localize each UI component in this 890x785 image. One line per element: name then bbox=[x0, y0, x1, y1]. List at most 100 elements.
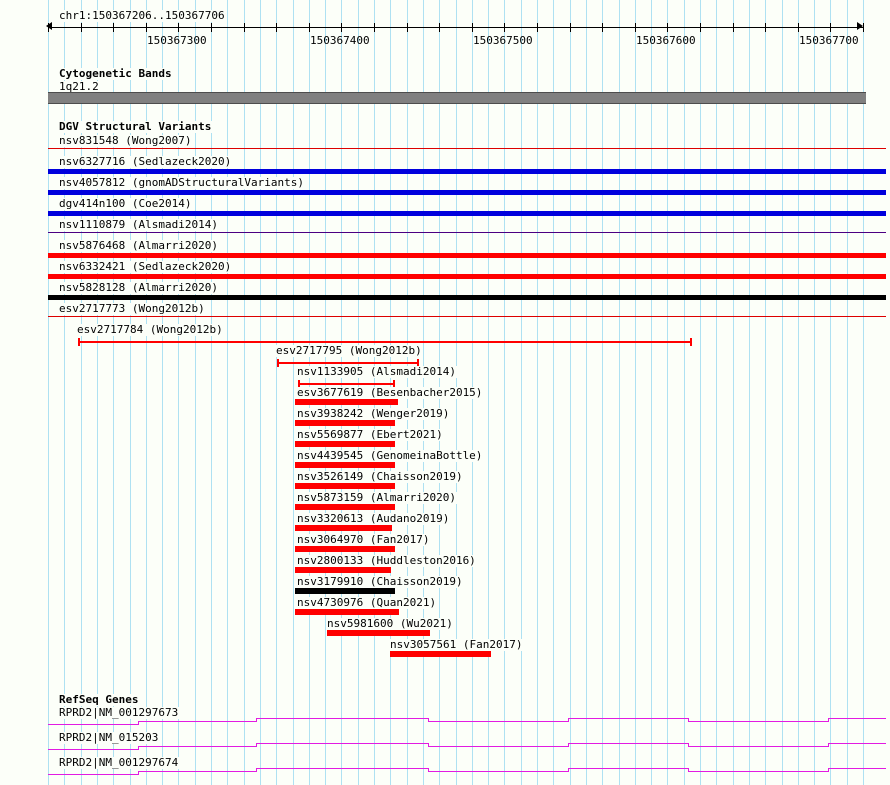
variant-bar[interactable] bbox=[48, 295, 886, 300]
gridline-minor bbox=[749, 0, 750, 785]
variant-bar[interactable] bbox=[48, 253, 886, 258]
ruler-tick bbox=[830, 23, 831, 32]
gene-label[interactable]: RPRD2|NM_001297673 bbox=[58, 706, 180, 719]
gene-label[interactable]: RPRD2|NM_001297674 bbox=[58, 756, 180, 769]
variant-bar[interactable] bbox=[48, 190, 886, 195]
variant-label[interactable]: esv2717784 (Wong2012b) bbox=[76, 323, 224, 336]
cytoband-bar[interactable] bbox=[48, 92, 866, 104]
gene-transcript-track[interactable] bbox=[48, 741, 886, 755]
ruler-left-arrow-icon[interactable] bbox=[46, 22, 52, 30]
variant-label[interactable]: nsv1110879 (Alsmadi2014) bbox=[58, 218, 219, 231]
variant-bar[interactable] bbox=[295, 525, 392, 531]
track-title-cytogenetic-bands: Cytogenetic Bands bbox=[58, 67, 173, 80]
variant-bar[interactable] bbox=[295, 588, 395, 594]
ruler-tick bbox=[439, 23, 440, 32]
variant-span-line[interactable] bbox=[277, 362, 419, 364]
variant-label[interactable]: nsv3057561 (Fan2017) bbox=[389, 638, 524, 651]
variant-label[interactable]: nsv2800133 (Huddleston2016) bbox=[296, 554, 477, 567]
ruler-tick bbox=[602, 23, 603, 32]
gridline-minor bbox=[162, 0, 163, 785]
gridline-minor bbox=[830, 0, 831, 785]
variant-label[interactable]: nsv3938242 (Wenger2019) bbox=[296, 407, 451, 420]
variant-bar[interactable] bbox=[295, 567, 391, 573]
variant-label[interactable]: nsv5828128 (Almarri2020) bbox=[58, 281, 219, 294]
ruler-tick bbox=[146, 23, 147, 32]
variant-bar[interactable] bbox=[295, 399, 398, 405]
variant-bar[interactable] bbox=[48, 169, 886, 174]
variant-bar[interactable] bbox=[295, 546, 395, 552]
gridline-minor bbox=[863, 0, 864, 785]
variant-bar[interactable] bbox=[295, 420, 395, 426]
variant-bar[interactable] bbox=[295, 462, 395, 468]
variant-thin-line[interactable] bbox=[48, 316, 886, 317]
variant-label[interactable]: nsv5981600 (Wu2021) bbox=[326, 617, 454, 630]
gene-intron-riser bbox=[428, 718, 429, 722]
gene-label[interactable]: RPRD2|NM_015203 bbox=[58, 731, 160, 744]
variant-label[interactable]: nsv1133905 (Alsmadi2014) bbox=[296, 365, 457, 378]
variant-label[interactable]: esv3677619 (Besenbacher2015) bbox=[296, 386, 484, 399]
variant-label[interactable]: dgv414n100 (Coe2014) bbox=[58, 197, 193, 210]
gene-intron-riser bbox=[568, 768, 569, 772]
variant-bar[interactable] bbox=[327, 630, 430, 636]
ruler-tick bbox=[537, 23, 538, 32]
gene-exon-segment bbox=[828, 718, 886, 719]
gene-intron-riser bbox=[688, 718, 689, 722]
gene-intron-riser bbox=[138, 771, 139, 775]
gridline-minor bbox=[488, 0, 489, 785]
gridline-minor bbox=[537, 0, 538, 785]
gridline-minor bbox=[733, 0, 734, 785]
cytoband-label: 1q21.2 bbox=[58, 80, 100, 93]
gene-transcript-track[interactable] bbox=[48, 766, 886, 780]
variant-label[interactable]: nsv4730976 (Quan2021) bbox=[296, 596, 438, 609]
gene-intron-riser bbox=[138, 746, 139, 750]
gridline-minor bbox=[195, 0, 196, 785]
gene-exon-segment bbox=[428, 721, 568, 722]
coordinate-ruler[interactable]: chr1:150367206..150367706 150367300 15036… bbox=[0, 0, 890, 52]
ruler-tick bbox=[211, 23, 212, 32]
variant-bar[interactable] bbox=[48, 211, 886, 216]
variant-label[interactable]: nsv6327716 (Sedlazeck2020) bbox=[58, 155, 233, 168]
variant-bar[interactable] bbox=[390, 651, 491, 657]
gridline-minor bbox=[716, 0, 717, 785]
gridline-minor bbox=[782, 0, 783, 785]
variant-span-line[interactable] bbox=[298, 383, 395, 385]
ruler-tick bbox=[244, 23, 245, 32]
variant-label[interactable]: nsv3320613 (Audano2019) bbox=[296, 512, 451, 525]
variant-thin-line[interactable] bbox=[48, 232, 886, 233]
gridline-minor bbox=[81, 0, 82, 785]
variant-bar[interactable] bbox=[295, 441, 395, 447]
track-title-dgv-structural-variants: DGV Structural Variants bbox=[58, 120, 213, 133]
variant-label[interactable]: nsv5873159 (Almarri2020) bbox=[296, 491, 457, 504]
variant-bar[interactable] bbox=[48, 274, 886, 279]
variant-label[interactable]: nsv6332421 (Sedlazeck2020) bbox=[58, 260, 233, 273]
gridline-minor bbox=[178, 0, 179, 785]
gene-exon-segment bbox=[138, 746, 256, 747]
variant-label[interactable]: nsv3526149 (Chaisson2019) bbox=[296, 470, 464, 483]
gridline-minor bbox=[146, 0, 147, 785]
variant-thin-line[interactable] bbox=[48, 148, 886, 149]
variant-label[interactable]: esv2717795 (Wong2012b) bbox=[275, 344, 423, 357]
ruler-right-arrow-icon[interactable] bbox=[857, 22, 863, 30]
variant-bar[interactable] bbox=[295, 483, 395, 489]
variant-span-line[interactable] bbox=[78, 341, 692, 343]
gene-intron-riser bbox=[138, 721, 139, 725]
variant-label[interactable]: nsv3179910 (Chaisson2019) bbox=[296, 575, 464, 588]
variant-bar[interactable] bbox=[295, 504, 395, 510]
variant-label[interactable]: nsv5569877 (Ebert2021) bbox=[296, 428, 444, 441]
variant-bar[interactable] bbox=[295, 609, 399, 615]
variant-label[interactable]: nsv831548 (Wong2007) bbox=[58, 134, 193, 147]
variant-label[interactable]: nsv4439545 (GenomeinaBottle) bbox=[296, 449, 484, 462]
gridline-minor bbox=[619, 0, 620, 785]
variant-label[interactable]: nsv5876468 (Almarri2020) bbox=[58, 239, 219, 252]
variant-label[interactable]: nsv4057812 (gnomADStructuralVariants) bbox=[58, 176, 306, 189]
gene-exon-segment bbox=[688, 746, 828, 747]
ruler-tick bbox=[407, 23, 408, 32]
gridline-minor bbox=[48, 0, 49, 785]
gene-transcript-track[interactable] bbox=[48, 716, 886, 730]
gridline-minor bbox=[667, 0, 668, 785]
gene-exon-segment bbox=[48, 724, 138, 725]
variant-label[interactable]: esv2717773 (Wong2012b) bbox=[58, 302, 206, 315]
gridline-minor bbox=[276, 0, 277, 785]
variant-label[interactable]: nsv3064970 (Fan2017) bbox=[296, 533, 431, 546]
gridline-minor bbox=[113, 0, 114, 785]
